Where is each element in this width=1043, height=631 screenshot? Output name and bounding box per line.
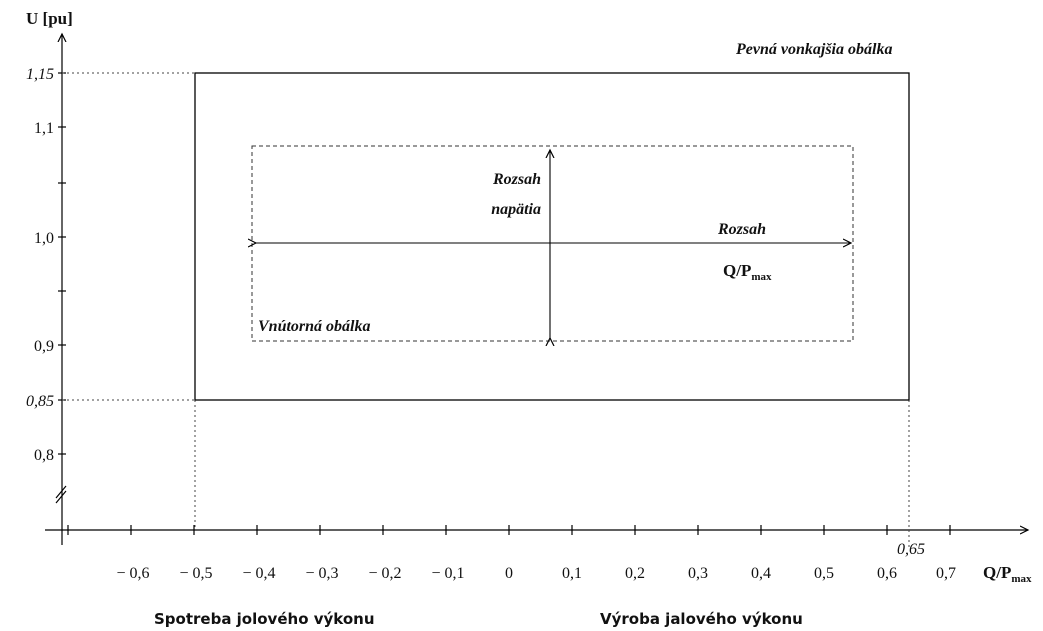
x-tick-label: − 0,1 xyxy=(431,565,464,582)
q-range-label-line2: Q/Pmax xyxy=(723,261,772,283)
x-tick-label: 0,6 xyxy=(877,565,897,582)
y-tick-label: 0,8 xyxy=(34,447,54,464)
caption-production: Výroba jalového výkonu xyxy=(600,610,803,628)
y-axis-title: U [pu] xyxy=(26,9,73,28)
x-axis-ticks xyxy=(67,525,951,535)
q-range-label-main: Q/P xyxy=(723,261,751,280)
y-tick-label: 0,9 xyxy=(34,338,54,355)
x-tick-label: 0,2 xyxy=(625,565,645,582)
x-tick-label: 0,5 xyxy=(814,565,834,582)
voltage-range-label-line1: Rozsah xyxy=(492,171,541,188)
x-axis-title-main: Q/P xyxy=(983,563,1011,582)
voltage-range-label-line2: napätia xyxy=(491,201,541,218)
x-tick-label: − 0,2 xyxy=(368,565,401,582)
q-range-label-line1: Rozsah xyxy=(717,221,766,238)
y-tick-label: 1,15 xyxy=(26,66,54,83)
y-tick-label: 1,1 xyxy=(34,120,54,137)
x-tick-label: 0,7 xyxy=(936,565,956,582)
x-axis-title-sub: max xyxy=(1011,573,1032,585)
x-tick-label: 0,3 xyxy=(688,565,708,582)
x-axis-title: Q/Pmax xyxy=(983,563,1032,585)
x-tick-label: 0 xyxy=(505,565,513,582)
outer-envelope xyxy=(194,72,910,401)
guide-lines xyxy=(62,72,910,550)
caption-consumption: Spotreba jolového výkonu xyxy=(154,610,375,628)
outer-envelope-label: Pevná vonkajšia obálka xyxy=(735,41,892,58)
x-marker-label: 0,65 xyxy=(897,541,925,558)
inner-envelope-label: Vnútorná obálka xyxy=(258,318,370,335)
x-tick-label: 0,1 xyxy=(562,565,582,582)
y-tick-label: 0,85 xyxy=(26,393,54,410)
x-tick-label: 0,4 xyxy=(751,565,771,582)
q-range-label-sub: max xyxy=(751,271,772,283)
x-tick-label: − 0,3 xyxy=(305,565,338,582)
y-axis-break xyxy=(55,485,67,504)
x-tick-label: − 0,6 xyxy=(116,565,149,582)
x-tick-label: − 0,5 xyxy=(179,565,212,582)
x-tick-label: − 0,4 xyxy=(242,565,275,582)
y-tick-label: 1,0 xyxy=(34,230,54,247)
